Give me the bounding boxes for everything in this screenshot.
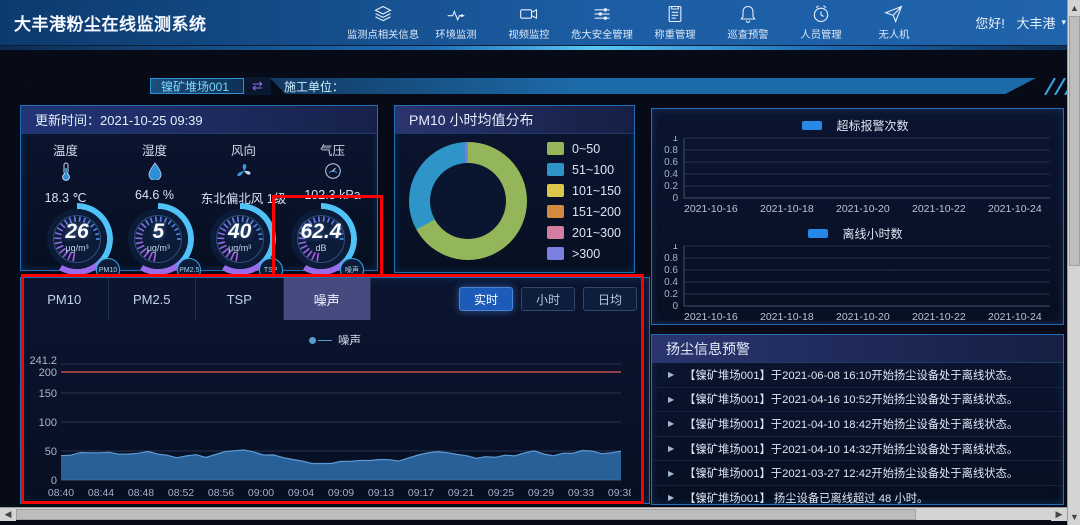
svg-text:2021-10-22: 2021-10-22 bbox=[912, 311, 966, 322]
svg-text:0.8: 0.8 bbox=[664, 253, 678, 264]
svg-text:2021-10-18: 2021-10-18 bbox=[760, 311, 814, 322]
svg-text:2021-10-20: 2021-10-20 bbox=[836, 311, 890, 322]
svg-text:0: 0 bbox=[672, 193, 678, 204]
svg-text:2021-10-18: 2021-10-18 bbox=[760, 203, 814, 214]
svg-text:0.8: 0.8 bbox=[664, 145, 678, 156]
svg-text:2021-10-16: 2021-10-16 bbox=[684, 311, 738, 322]
svg-text:0.6: 0.6 bbox=[664, 265, 678, 276]
svg-text:2021-10-20: 2021-10-20 bbox=[836, 203, 890, 214]
svg-text:1: 1 bbox=[672, 244, 678, 252]
svg-text:0: 0 bbox=[672, 301, 678, 312]
svg-text:2021-10-22: 2021-10-22 bbox=[912, 203, 966, 214]
svg-text:2021-10-24: 2021-10-24 bbox=[988, 311, 1042, 322]
svg-text:0.4: 0.4 bbox=[664, 277, 678, 288]
svg-text:2021-10-24: 2021-10-24 bbox=[988, 203, 1042, 214]
svg-text:1: 1 bbox=[672, 136, 678, 144]
svg-text:2021-10-16: 2021-10-16 bbox=[684, 203, 738, 214]
svg-text:0.4: 0.4 bbox=[664, 169, 678, 180]
svg-text:0.2: 0.2 bbox=[664, 181, 678, 192]
svg-text:0.6: 0.6 bbox=[664, 157, 678, 168]
svg-text:0.2: 0.2 bbox=[664, 289, 678, 300]
